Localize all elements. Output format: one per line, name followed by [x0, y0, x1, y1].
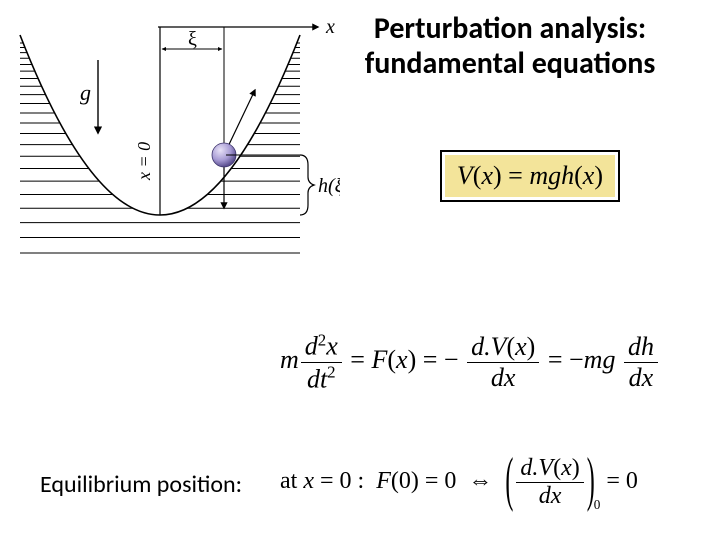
- eq-V: V: [457, 161, 473, 190]
- x-equals-zero-label: x = 0: [134, 142, 154, 181]
- potential-well-diagram: x ξ g x = 0 h(ξ): [10, 5, 340, 335]
- slide-title: Perturbation analysis: fundamental equat…: [330, 12, 690, 81]
- h-xi-label: h(ξ): [318, 175, 340, 197]
- h-brace: [300, 155, 314, 215]
- g-label: g: [80, 80, 91, 105]
- equilibrium-condition: at x = 0 : F(0) = 0 ⇔ (d.V(x)dx)0 = 0: [280, 455, 638, 513]
- x-axis-label: x: [325, 16, 335, 38]
- potential-energy-box: V(x) = mgh(x): [440, 150, 620, 202]
- equilibrium-label: Equilibrium position:: [40, 470, 242, 499]
- equation-of-motion: md2xdt2 = F(x) = − d.V(x)dx = −mg dhdx: [280, 330, 660, 394]
- potential-energy-equation: V(x) = mgh(x): [445, 155, 615, 197]
- xi-label: ξ: [188, 28, 197, 50]
